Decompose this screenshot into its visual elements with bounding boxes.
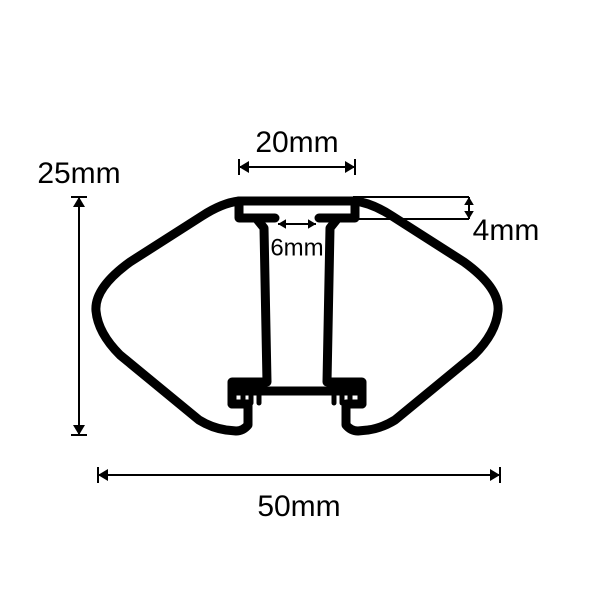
profile-channel <box>232 201 362 404</box>
dim-label-4mm: 4mm <box>473 214 540 247</box>
dim-label-6mm: 6mm <box>270 234 323 261</box>
dim-label-20mm: 20mm <box>255 126 338 159</box>
dim-label-50mm: 50mm <box>257 490 340 523</box>
dim-label-25mm: 25mm <box>37 157 120 190</box>
